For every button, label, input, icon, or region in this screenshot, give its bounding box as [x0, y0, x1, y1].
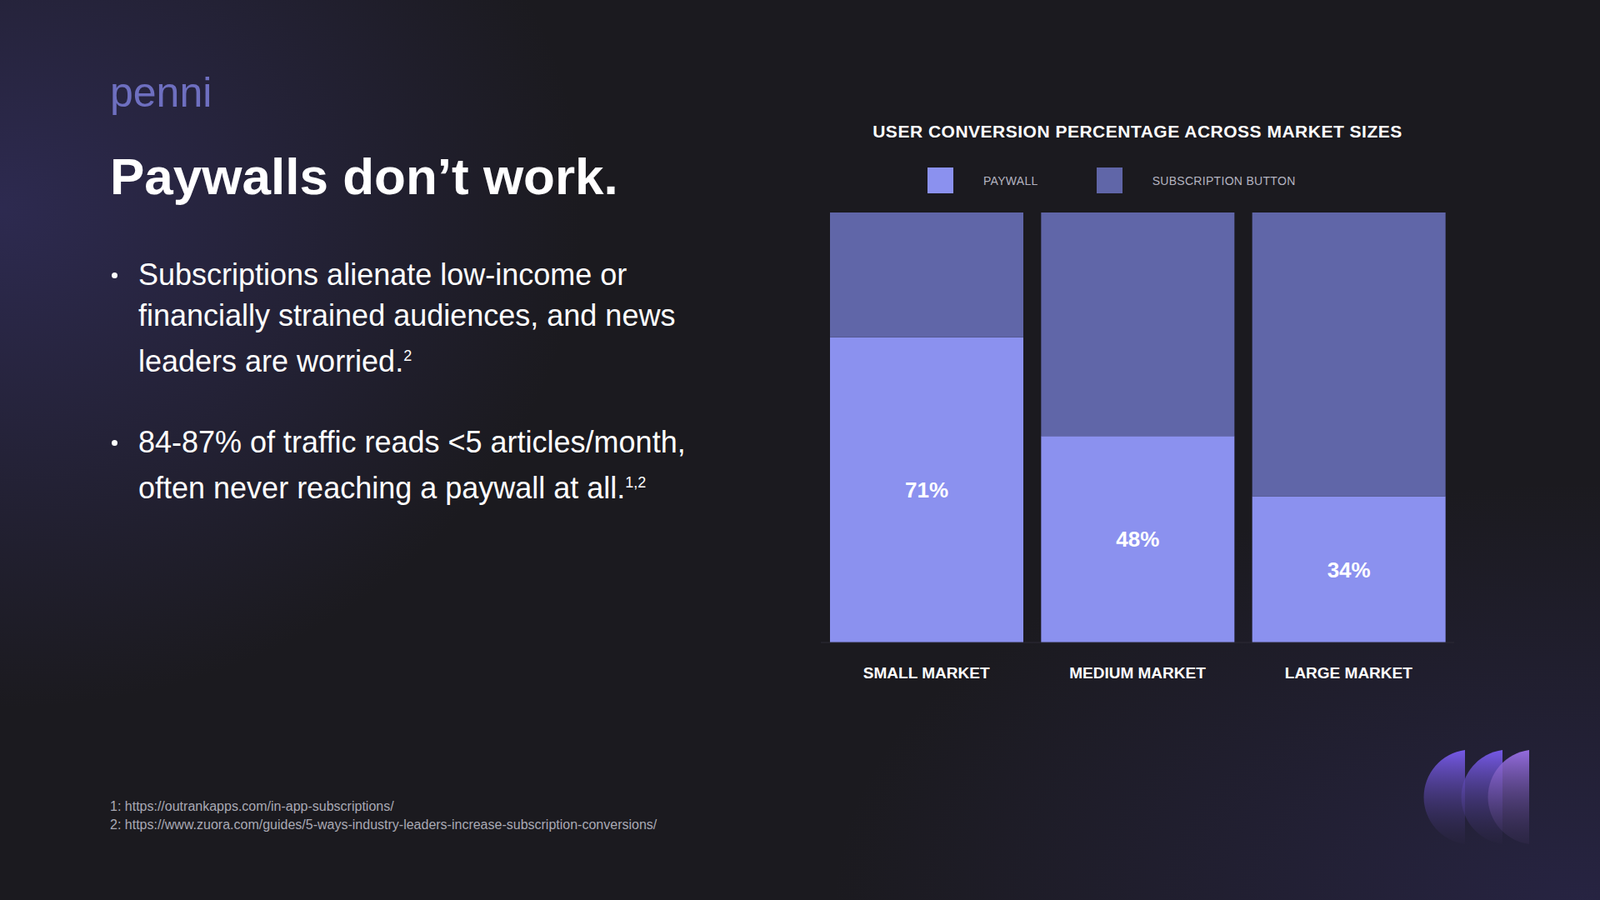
- svg-text:48%: 48%: [1115, 526, 1160, 552]
- svg-text:LARGE MARKET: LARGE MARKET: [1285, 664, 1413, 682]
- svg-text:SMALL MARKET: SMALL MARKET: [863, 664, 990, 682]
- svg-text:MEDIUM MARKET: MEDIUM MARKET: [1069, 664, 1206, 682]
- html-text:Paywalls don’t work.: Paywalls don’t work.: [110, 147, 619, 205]
- html-text:84-87% of traffic reads <5 art: 84-87% of traffic reads <5 articles/mont…: [138, 425, 686, 505]
- html-text:penni: penni: [110, 69, 212, 116]
- html-text:Subscriptions alienate low-inc: Subscriptions alienate low-income or fin…: [138, 257, 676, 379]
- svg-text:34%: 34%: [1327, 557, 1371, 583]
- html-text:1: https://outrankapps.com/in-: 1: https://outrankapps.com/in-app-subscr…: [110, 799, 394, 814]
- html-text:2: https://www.zuora.com/guide: 2: https://www.zuora.com/guides/5-ways-i…: [110, 817, 657, 832]
- html-text:1,2: 1,2: [625, 474, 647, 491]
- html-text:USER CONVERSION PERCENTAGE ACR: USER CONVERSION PERCENTAGE ACROSS MARKET…: [872, 121, 1403, 141]
- html-text:PAYWALL: PAYWALL: [983, 173, 1038, 188]
- html-text:SUBSCRIPTION BUTTON: SUBSCRIPTION BUTTON: [1152, 173, 1296, 188]
- svg-text:71%: 71%: [905, 477, 949, 503]
